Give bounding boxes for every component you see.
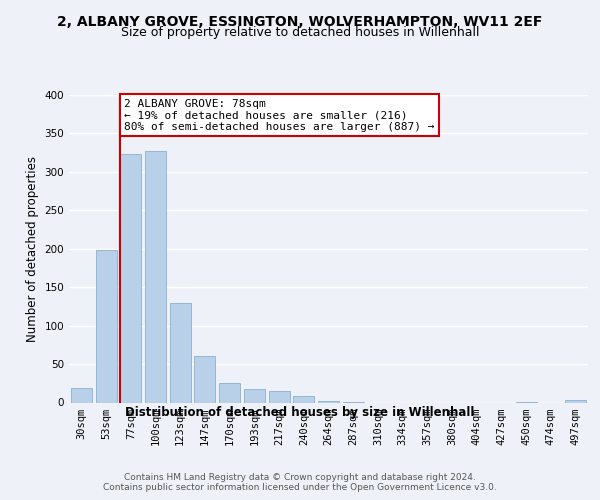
Bar	[293, 396, 314, 402]
Text: 2, ALBANY GROVE, ESSINGTON, WOLVERHAMPTON, WV11 2EF: 2, ALBANY GROVE, ESSINGTON, WOLVERHAMPTO…	[58, 15, 542, 29]
Text: Size of property relative to detached houses in Willenhall: Size of property relative to detached ho…	[121, 26, 479, 39]
Bar	[194, 356, 215, 403]
Bar	[565, 400, 586, 402]
Bar	[120, 154, 141, 402]
Bar	[145, 151, 166, 403]
Bar	[244, 390, 265, 402]
Bar	[170, 304, 191, 402]
Bar	[318, 401, 339, 402]
Bar	[71, 388, 92, 402]
Text: Distribution of detached houses by size in Willenhall: Distribution of detached houses by size …	[125, 406, 475, 419]
Bar	[269, 391, 290, 402]
Text: Contains HM Land Registry data © Crown copyright and database right 2024.
Contai: Contains HM Land Registry data © Crown c…	[103, 472, 497, 492]
Bar	[95, 250, 116, 402]
Y-axis label: Number of detached properties: Number of detached properties	[26, 156, 39, 342]
Text: 2 ALBANY GROVE: 78sqm
← 19% of detached houses are smaller (216)
80% of semi-det: 2 ALBANY GROVE: 78sqm ← 19% of detached …	[124, 99, 434, 132]
Bar	[219, 384, 240, 402]
